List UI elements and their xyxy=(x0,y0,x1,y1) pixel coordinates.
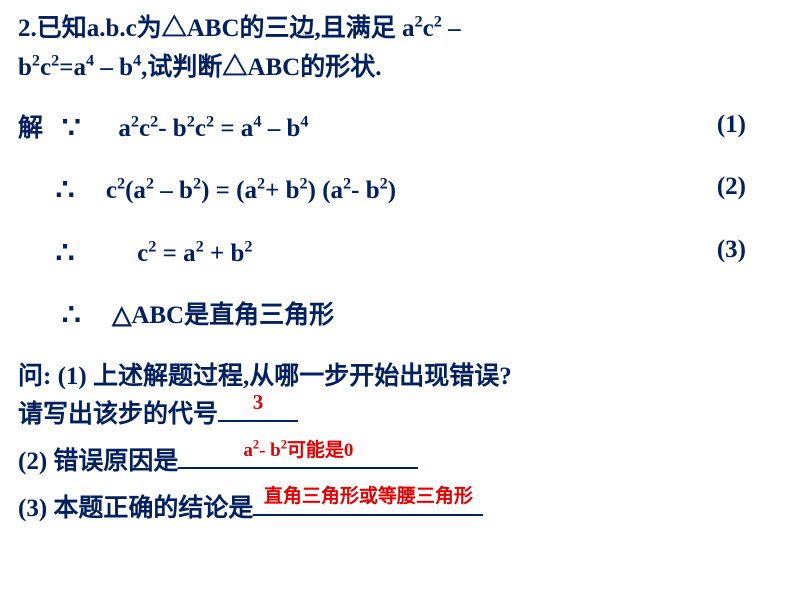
text: + b xyxy=(265,177,299,204)
sup: 2 xyxy=(415,13,423,31)
text: a xyxy=(118,115,131,142)
sup: 4 xyxy=(300,112,308,130)
text: – b xyxy=(261,115,300,142)
text: ,试判断△ABC的形状. xyxy=(141,54,381,81)
sup: 2 xyxy=(196,237,204,255)
text: – b xyxy=(154,177,193,204)
sup: 2 xyxy=(150,112,158,130)
text: b xyxy=(18,54,32,81)
text: c xyxy=(40,54,51,81)
conclusion-text: △ABC是直角三角形 xyxy=(112,302,334,329)
sup: 2 xyxy=(131,112,139,130)
therefore-icon: ∴ xyxy=(62,299,81,332)
step-3: ∴ c2 = a2 + b2 (3) xyxy=(18,231,776,278)
step-conclusion: ∴ △ABC是直角三角形 xyxy=(18,293,776,340)
text: ) xyxy=(388,177,396,204)
text: - b xyxy=(158,115,186,142)
sup: 2 xyxy=(193,175,201,193)
text: =a xyxy=(59,54,86,81)
problem-line-1: 2.已知a.b.c为△ABC的三边,且满足 a2c2 – xyxy=(18,10,776,49)
question-1b: 请写出该步的代号3 xyxy=(18,396,776,435)
sup: 2 xyxy=(244,237,252,255)
answer-blank-3: 直角三角形或等腰三角形 xyxy=(253,514,483,516)
answer-1: 3 xyxy=(253,386,264,419)
text: – b xyxy=(94,54,133,81)
text: ) = (a xyxy=(201,177,257,204)
question-3: (3) 本题正确的结论是直角三角形或等腰三角形 xyxy=(18,490,776,529)
text: c xyxy=(423,15,434,42)
sup: 2 xyxy=(343,175,351,193)
text: 问: (1) 上述解题过程,从哪一步开始出现错误? xyxy=(18,363,512,390)
sup: 2 xyxy=(380,175,388,193)
sup: 2 xyxy=(257,175,265,193)
because-icon: ∵ xyxy=(62,112,81,145)
text: (2) 错误原因是 xyxy=(18,448,178,475)
text: = a xyxy=(214,115,253,142)
question-1a: 问: (1) 上述解题过程,从哪一步开始出现错误? xyxy=(18,358,776,397)
text: 请写出该步的代号 xyxy=(18,401,218,428)
text: + b xyxy=(204,240,245,267)
text: ) (a xyxy=(308,177,343,204)
eq-number: (1) xyxy=(717,106,746,145)
answer-blank-2: a2- b2可能是0 xyxy=(178,467,418,469)
step-2: ∴ c2(a2 – b2) = (a2+ b2) (a2- b2) (2) xyxy=(18,168,776,215)
problem-line-2: b2c2=a4 – b4,试判断△ABC的形状. xyxy=(18,49,776,88)
sup: 2 xyxy=(117,175,125,193)
text: c xyxy=(195,115,206,142)
answer-2: a2- b2可能是0 xyxy=(243,436,353,465)
therefore-icon: ∴ xyxy=(56,237,75,270)
therefore-icon: ∴ xyxy=(56,174,75,207)
sup: 2 xyxy=(206,112,214,130)
sup: 4 xyxy=(133,51,141,69)
text: c xyxy=(139,115,150,142)
text: (3) 本题正确的结论是 xyxy=(18,495,253,522)
sup: 2 xyxy=(146,175,154,193)
text: - b xyxy=(351,177,379,204)
sup: 2 xyxy=(32,51,40,69)
eq-number: (3) xyxy=(717,231,746,270)
sup: 4 xyxy=(86,51,94,69)
question-2: (2) 错误原因是a2- b2可能是0 xyxy=(18,443,776,482)
sup: 2 xyxy=(187,112,195,130)
answer-3: 直角三角形或等腰三角形 xyxy=(264,482,473,511)
solution-prefix: 解 xyxy=(18,115,43,142)
sup: 2 xyxy=(434,13,442,31)
answer-blank-1: 3 xyxy=(218,420,298,422)
text: – xyxy=(442,15,461,42)
text: c xyxy=(137,240,148,267)
text: (a xyxy=(125,177,146,204)
sup: 2 xyxy=(300,175,308,193)
eq-number: (2) xyxy=(717,168,746,207)
text: 2.已知a.b.c为△ABC的三边,且满足 a xyxy=(18,15,415,42)
step-1: 解 ∵ a2c2- b2c2 = a4 – b4 (1) xyxy=(18,106,776,153)
text: c xyxy=(106,177,117,204)
text: = a xyxy=(156,240,195,267)
